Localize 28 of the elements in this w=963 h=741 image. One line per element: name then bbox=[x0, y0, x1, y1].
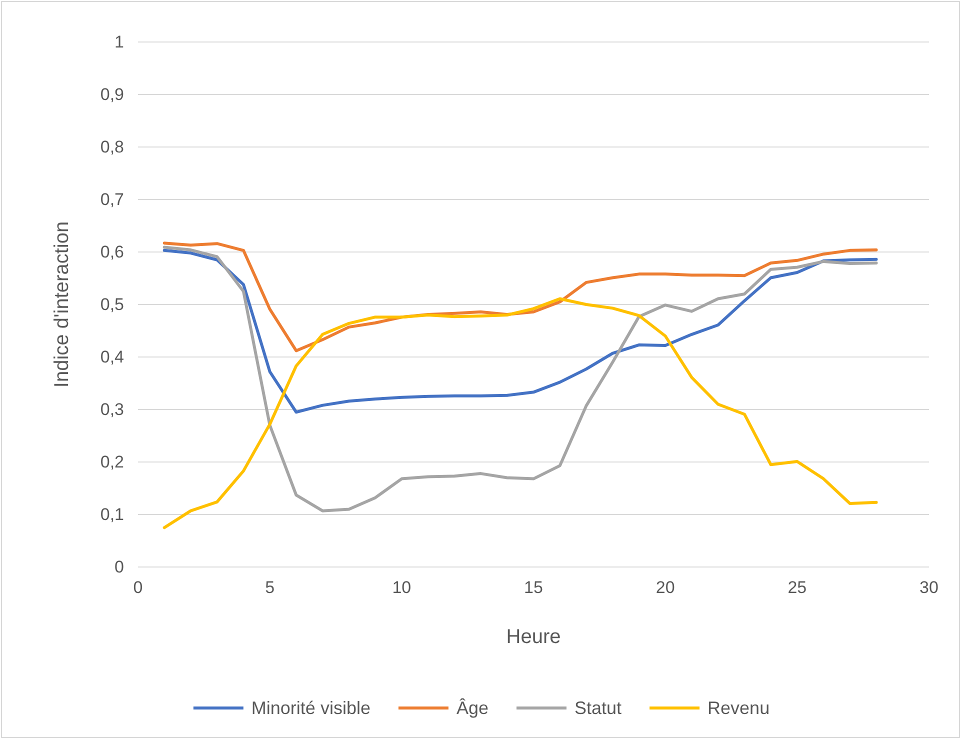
y-tick-label: 0,1 bbox=[100, 504, 124, 524]
y-tick-label: 0,7 bbox=[100, 190, 124, 209]
x-axis-title: Heure bbox=[506, 626, 561, 648]
y-tick-label: 0,8 bbox=[100, 137, 124, 156]
y-tick-label: 0 bbox=[114, 557, 124, 576]
y-tick-label: 0,5 bbox=[100, 294, 124, 314]
x-tick-label: 15 bbox=[524, 578, 543, 598]
y-tick-label: 0,9 bbox=[100, 84, 124, 104]
y-axis-title: Indice d'interaction bbox=[51, 221, 73, 388]
legend-label: Revenu bbox=[708, 698, 770, 718]
x-tick-label: 0 bbox=[133, 578, 143, 598]
x-tick-label: 30 bbox=[920, 578, 938, 598]
line-series bbox=[162, 248, 878, 414]
x-tick-label: 10 bbox=[392, 578, 412, 598]
legend-label: Âge bbox=[456, 698, 488, 718]
legend-label: Minorité visible bbox=[251, 698, 370, 718]
x-tick-label: 25 bbox=[788, 578, 807, 598]
line-series bbox=[162, 242, 878, 352]
x-tick-label: 20 bbox=[656, 578, 675, 598]
y-tick-label: 0,4 bbox=[100, 347, 124, 366]
x-tick-label: 5 bbox=[265, 578, 275, 598]
line-series bbox=[162, 297, 878, 530]
line-series bbox=[162, 246, 878, 512]
legend-label: Statut bbox=[574, 698, 622, 718]
y-tick-label: 0,6 bbox=[100, 242, 124, 262]
y-tick-label: 1 bbox=[114, 32, 124, 52]
y-tick-label: 0,3 bbox=[100, 400, 124, 419]
y-tick-label: 0,2 bbox=[100, 452, 124, 472]
